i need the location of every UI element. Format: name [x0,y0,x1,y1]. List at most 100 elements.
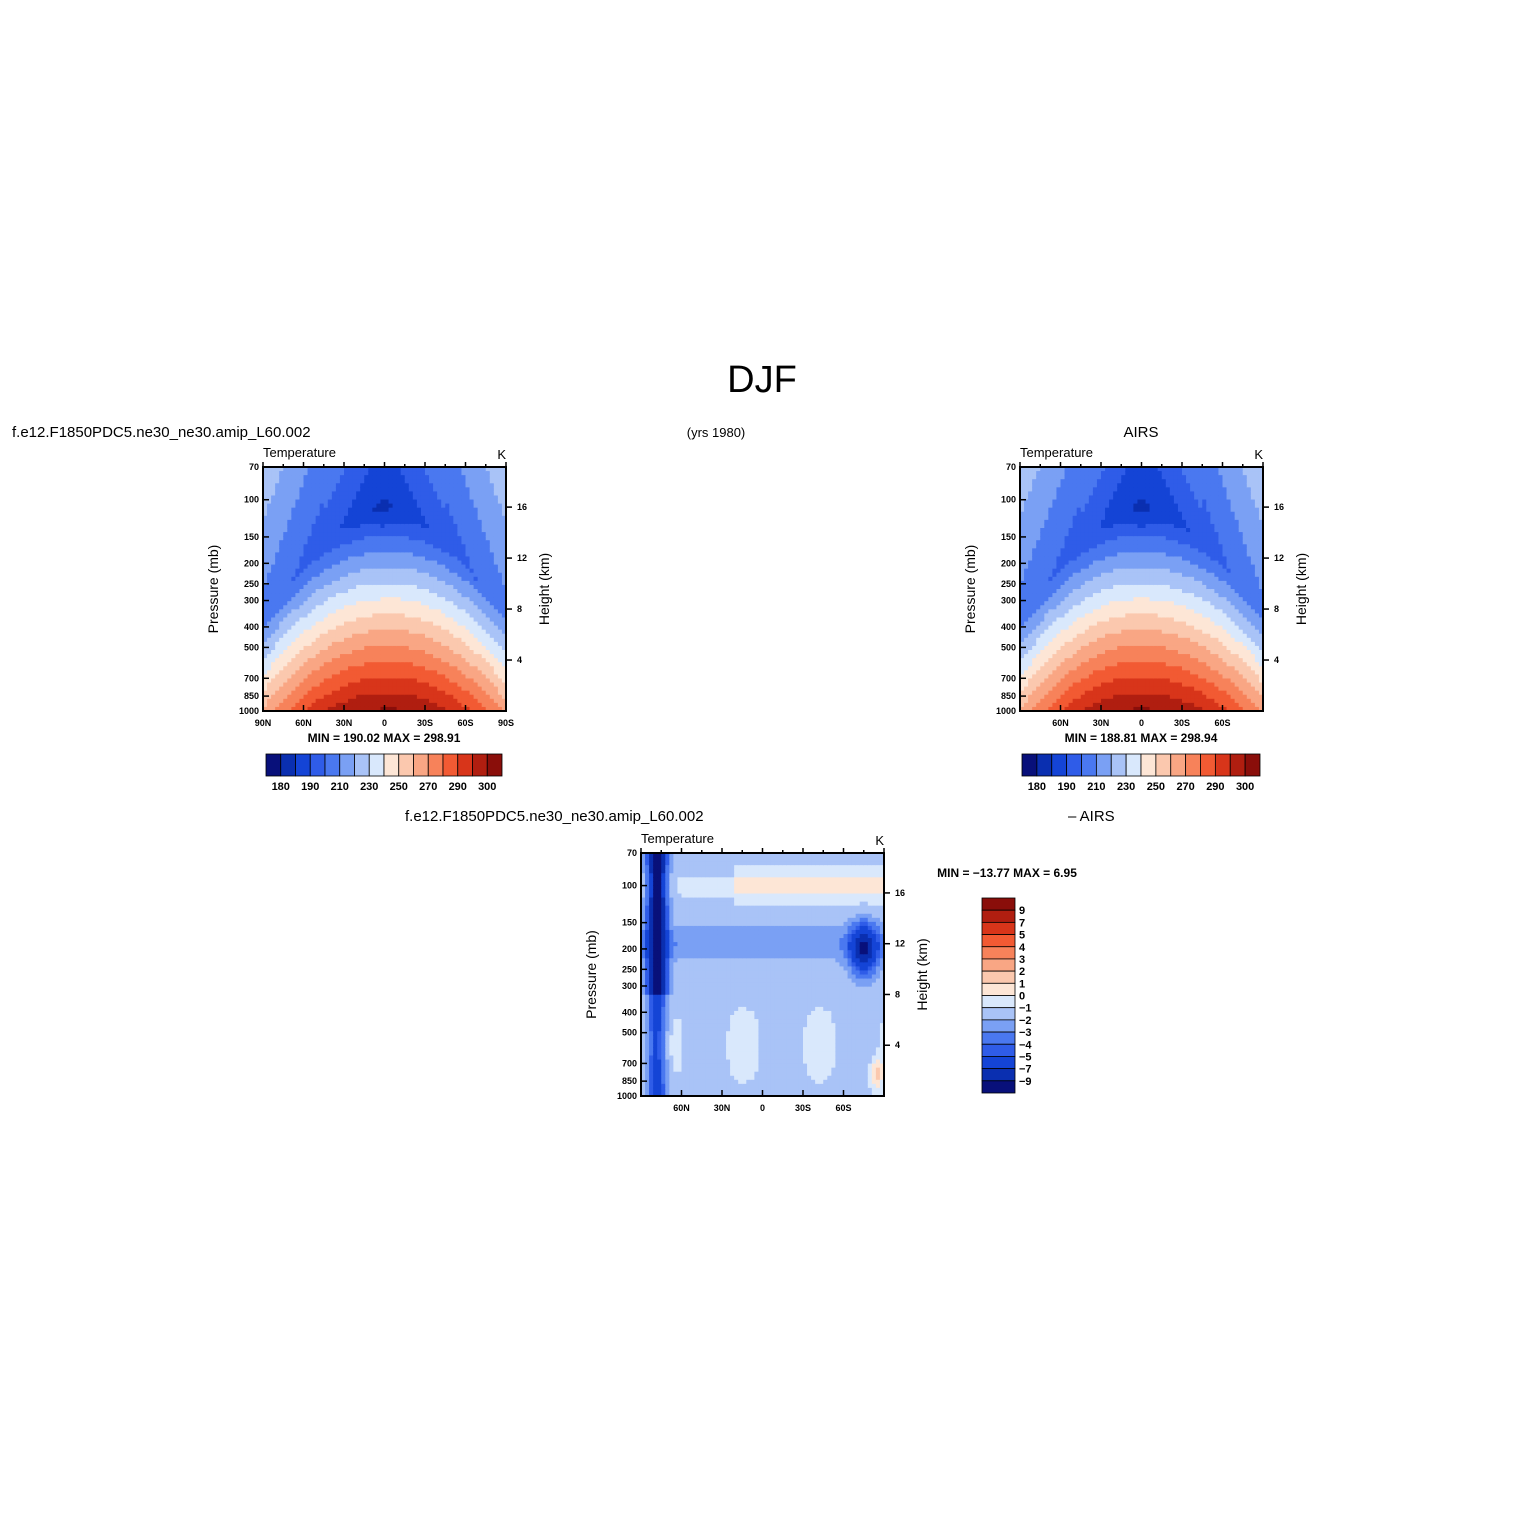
contour-cell [287,519,292,525]
contour-cell [352,654,357,659]
contour-cell [497,617,503,623]
contour-cell [368,548,373,553]
contour-cell [1040,613,1045,619]
contour-cell [279,621,284,627]
contour-cell [420,572,426,578]
contour-cell [429,609,434,614]
contour-cell [425,690,430,696]
contour-cell [1072,479,1078,484]
contour-cell [461,528,467,533]
contour-cell [291,686,296,692]
contour-cell [1024,503,1029,509]
contour-cell [445,589,450,594]
contour-cell [493,564,499,570]
contour-cell [1084,662,1090,667]
contour-cell [1084,580,1090,586]
contour-cell [485,560,491,566]
contour-cell [392,495,398,501]
contour-cell [457,645,463,651]
contour-cell [457,580,463,586]
contour-cell [299,548,305,553]
contour-cell [437,475,442,480]
contour-cell [497,552,503,558]
contour-cell [372,625,377,631]
contour-cell [1068,654,1074,659]
contour-cell [493,479,499,484]
contour-cell [392,686,398,692]
contour-cell [441,589,446,594]
contour-cell [360,666,365,671]
contour-cell [404,654,410,659]
contour-cell [408,556,414,562]
contour-cell [453,593,458,598]
contour-cell [271,544,276,549]
contour-cell [433,666,438,671]
contour-cell [271,637,276,643]
contour-cell [433,475,438,480]
contour-cell [1096,479,1102,484]
contour-cell [392,580,398,586]
contour-cell [400,686,406,692]
contour-cell [457,572,463,578]
contour-cell [493,515,499,521]
contour-cell [380,536,386,541]
contour-cell [1056,690,1062,696]
contour-cell [425,654,430,659]
contour-cell [1024,572,1029,578]
contour-cell [1036,650,1041,655]
contour-cell [319,605,325,610]
contour-cell [425,666,430,671]
contour-cell [1048,495,1053,501]
contour-cell [445,511,450,517]
contour-cell [1084,576,1090,582]
contour-cell [1080,674,1086,680]
contour-cell [433,682,438,688]
contour-cell [1056,702,1062,708]
contour-cell [392,471,398,476]
contour-cell [1020,475,1025,480]
contour-cell [335,483,341,488]
contour-cell [372,621,377,627]
contour-cell [408,690,414,696]
contour-cell [481,617,487,623]
contour-cell [1092,560,1098,566]
contour-cell [1105,589,1110,594]
contour-cell [1028,519,1033,525]
contour-cell [331,662,337,667]
contour-cell [1068,552,1074,558]
contour-cell [344,475,349,480]
contour-cell [1040,556,1045,562]
contour-cell [1096,475,1102,480]
contour-cell [271,621,276,627]
contour-cell [352,540,357,545]
contour-cell [303,572,309,578]
contour-cell [392,678,398,684]
contour-cell [356,694,361,700]
contour-cell [1036,674,1041,680]
contour-cell [335,654,341,659]
contour-cell [408,617,414,623]
contour-cell [489,589,495,594]
contour-cell [1072,552,1078,558]
contour-cell [457,658,463,663]
contour-cell [1044,548,1049,553]
contour-cell [437,572,442,578]
contour-cell [425,544,430,549]
contour-cell [311,580,317,586]
contour-cell [1080,609,1086,614]
contour-cell [352,645,357,651]
contour-cell [453,682,458,688]
contour-cell [339,694,345,700]
contour-cell [1060,580,1066,586]
contour-cell [279,483,284,488]
contour-cell [372,580,377,586]
contour-cell [344,678,349,684]
contour-cell [1064,584,1070,590]
contour-cell [275,568,280,574]
contour-cell [437,682,442,688]
contour-cell [1032,645,1037,651]
contour-cell [339,584,345,590]
contour-cell [295,503,301,509]
contour-cell [384,670,390,675]
contour-cell [412,654,418,659]
